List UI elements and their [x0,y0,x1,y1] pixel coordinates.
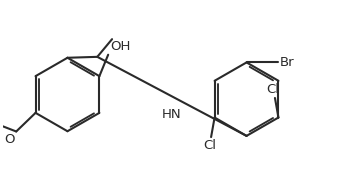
Text: HN: HN [162,108,182,121]
Text: Cl: Cl [267,83,280,96]
Text: Br: Br [280,56,295,69]
Text: O: O [4,133,15,146]
Text: OH: OH [110,40,130,53]
Text: Cl: Cl [203,139,216,152]
